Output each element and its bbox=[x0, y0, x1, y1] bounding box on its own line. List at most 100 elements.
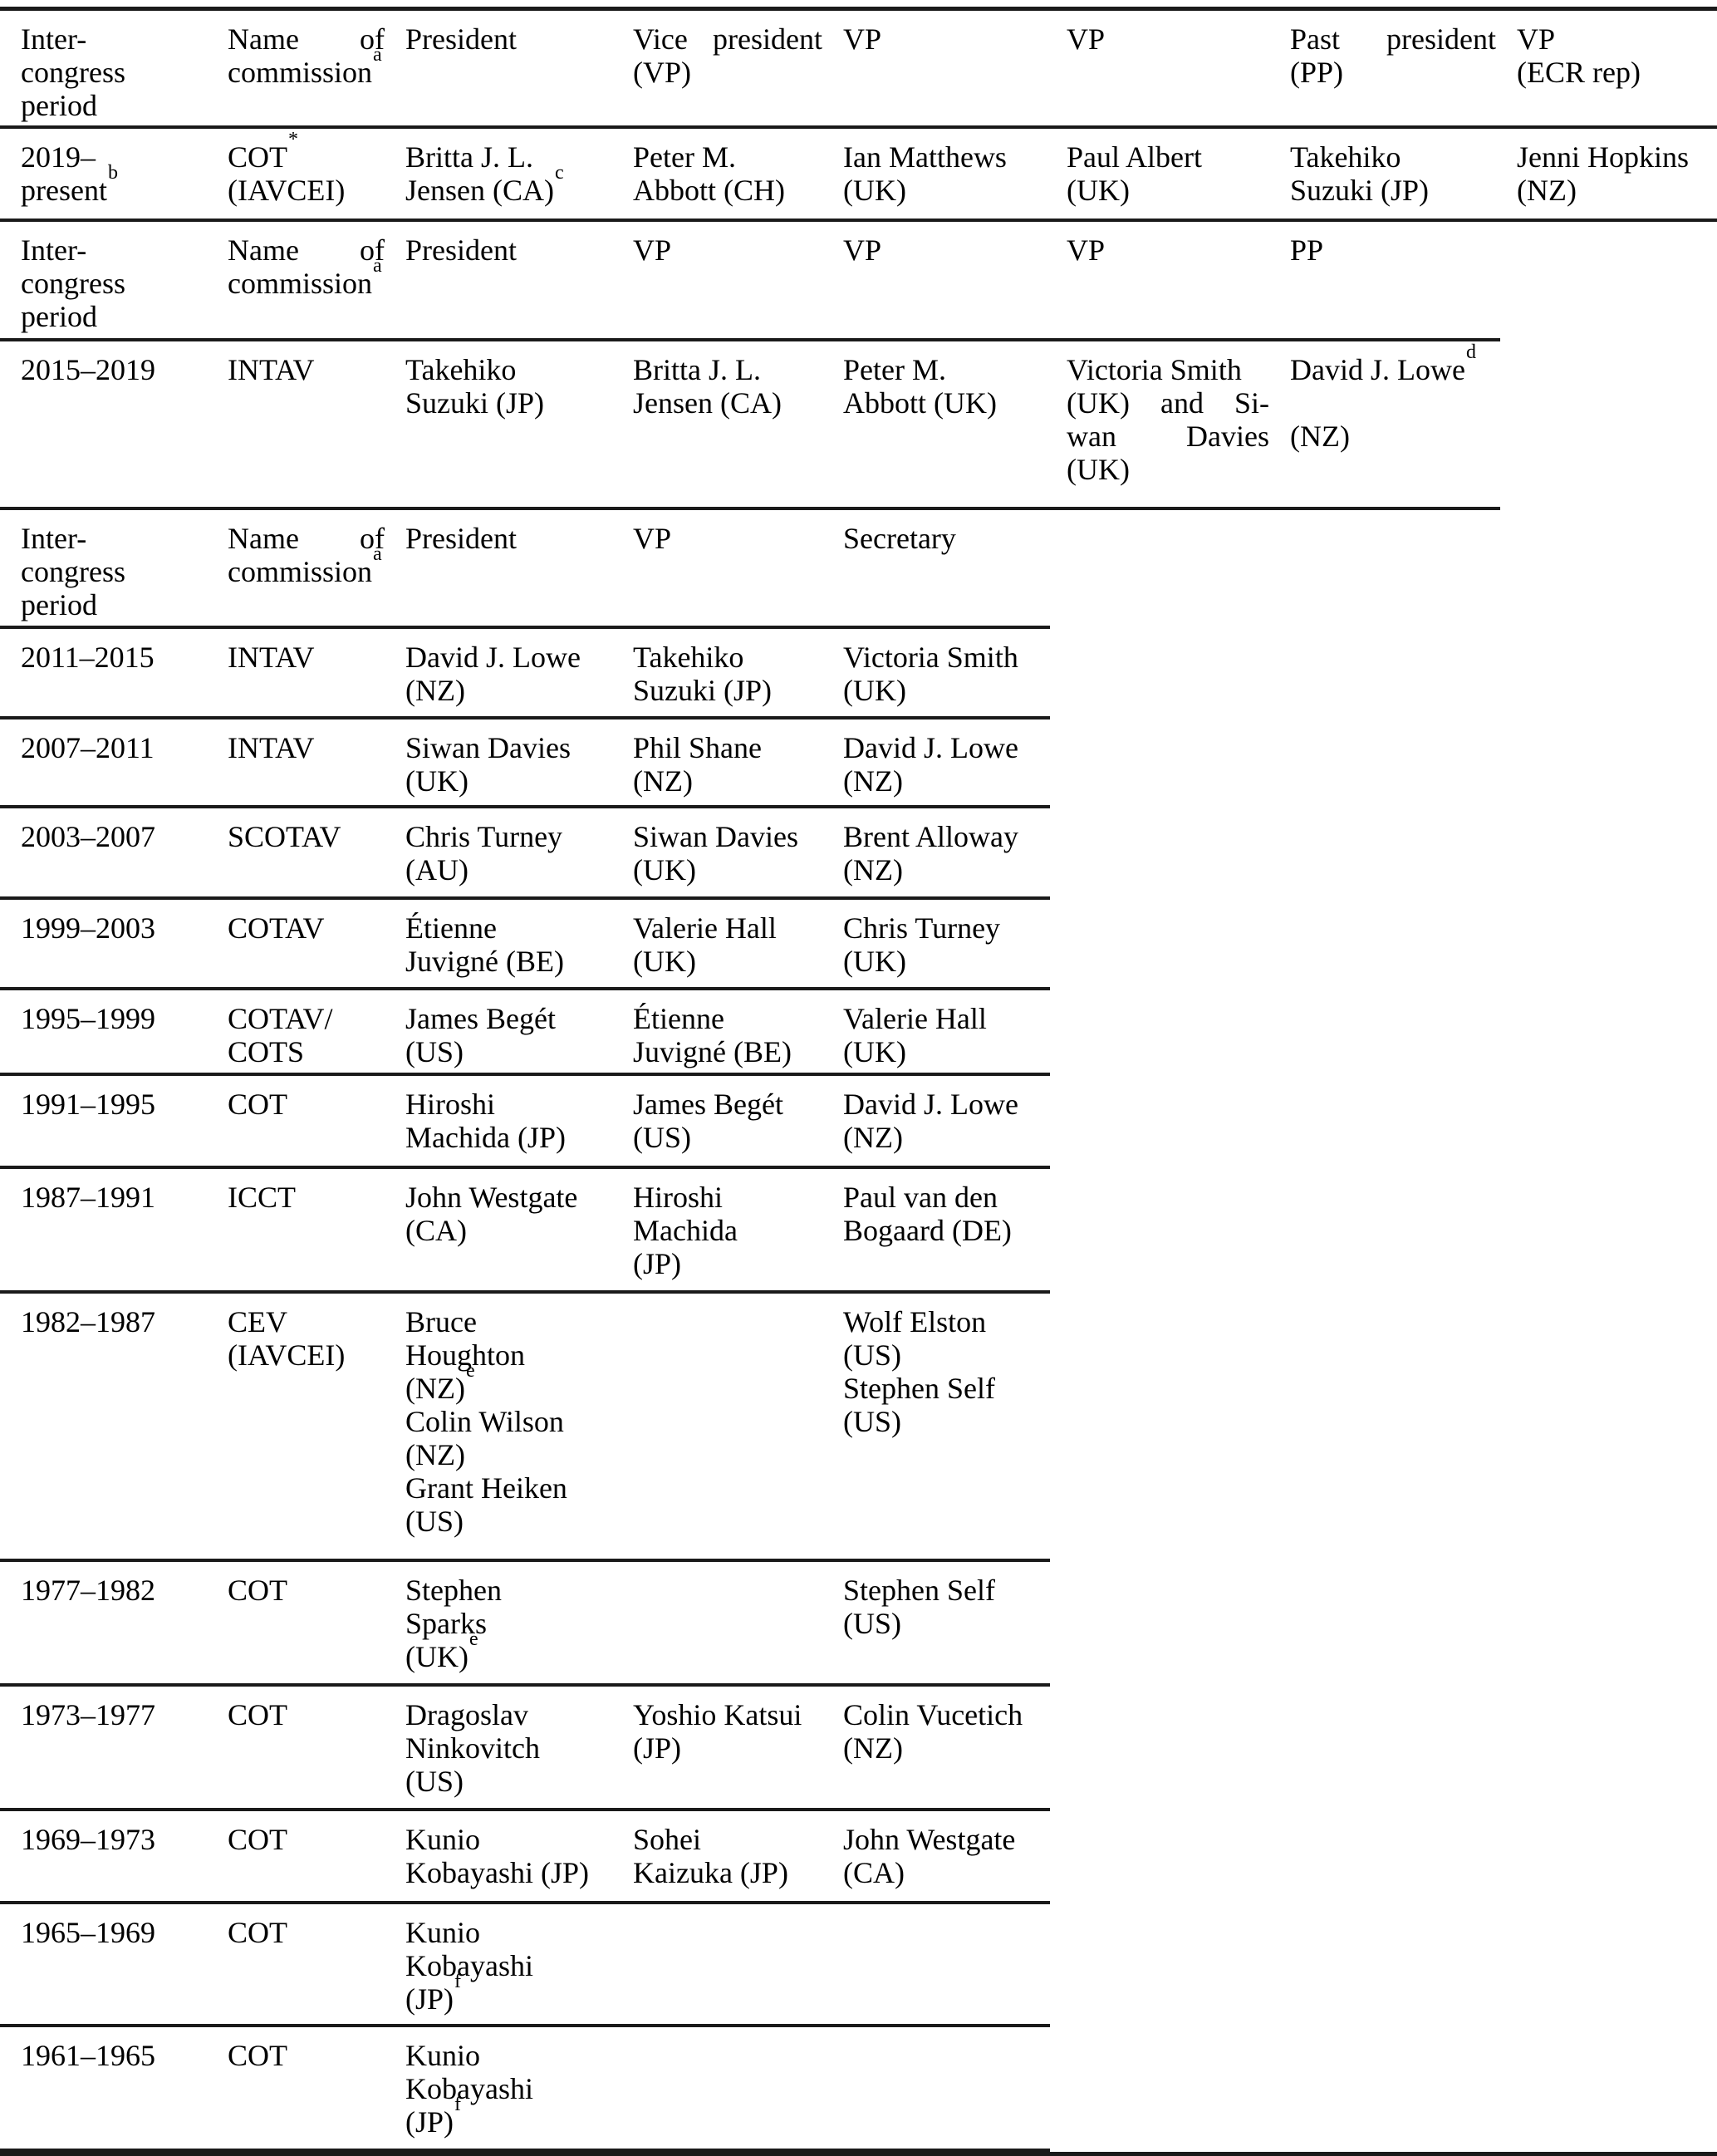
text-line: COT bbox=[228, 1088, 385, 1121]
text: (NZ) bbox=[843, 1121, 903, 1154]
text: 1977–1982 bbox=[21, 1574, 155, 1607]
cell-col3: Chris Turney (AU) bbox=[405, 820, 633, 886]
text-line: John Westgate bbox=[843, 1823, 1015, 1856]
cell-col3: Siwan Davies (UK) bbox=[405, 731, 633, 798]
text-line: 1987–1991 bbox=[21, 1181, 207, 1214]
text-line: Victoria Smith bbox=[1067, 353, 1269, 386]
cell-col5 bbox=[843, 1916, 1029, 2016]
text-line: 1973–1977 bbox=[21, 1698, 207, 1731]
cell-col4: Étienne Juvigné (BE) bbox=[633, 1002, 843, 1068]
text: David J. Lowe bbox=[843, 731, 1018, 764]
table-section-officers-1961-2015: Inter-congress period Name of commissiona Pre… bbox=[0, 510, 1050, 2152]
text: (UK) bbox=[1067, 453, 1130, 486]
cell-col3: Kunio Kobayashi (JP)f bbox=[405, 2039, 633, 2139]
word: Si- bbox=[1234, 386, 1269, 420]
text: (IAVCEI) bbox=[228, 1338, 346, 1372]
text-line: Stephen bbox=[405, 1574, 612, 1607]
text-line: (CA) bbox=[405, 1214, 612, 1247]
text-line: Secretary bbox=[843, 522, 1008, 555]
text: Kunio bbox=[405, 1916, 480, 1949]
text-line: presentb bbox=[21, 163, 207, 207]
text: 2007–2011 bbox=[21, 731, 155, 764]
text-line: Chris Turney bbox=[843, 911, 1008, 945]
text-line: 1991–1995 bbox=[21, 1088, 207, 1121]
text: (NZ) bbox=[1290, 420, 1350, 453]
table-section-officers-2019-present: Inter-congress period Name of commissiona Pre… bbox=[0, 7, 1717, 222]
text-line: James Begét bbox=[405, 1002, 612, 1035]
footnote-marker-e: e bbox=[468, 1628, 478, 1650]
table-row-2011-2015: 2011–2015 INTAV David J. Lowe (NZ) Takehiko S… bbox=[0, 629, 1050, 719]
text: Juvigné (BE) bbox=[405, 945, 564, 978]
cell-col4 bbox=[633, 1574, 843, 1673]
text-line: Stephen Self bbox=[843, 1574, 1008, 1607]
text-line: 1982–1987 bbox=[21, 1305, 207, 1338]
cell-col1: 1961–1965 bbox=[21, 2039, 228, 2139]
text-line: 2011–2015 bbox=[21, 641, 207, 674]
text: Victoria Smith bbox=[843, 641, 1018, 674]
text-line: (CA) bbox=[843, 1856, 1008, 1889]
text-line: Suzuki (JP) bbox=[633, 674, 822, 707]
text-line: James Begét bbox=[633, 1088, 822, 1121]
text-line: (US) bbox=[633, 1121, 822, 1154]
text: Machida (JP) bbox=[405, 1121, 566, 1154]
text-line: (NZ) bbox=[405, 674, 612, 707]
text-line: Victoria Smith bbox=[843, 641, 1018, 674]
text: Hiroshi bbox=[405, 1088, 495, 1121]
text: (CA) bbox=[405, 1214, 467, 1247]
text: Juvigné (BE) bbox=[633, 1035, 792, 1068]
text-line: Jensen (CA) bbox=[633, 386, 822, 420]
header-cell-col1: Inter-congress period bbox=[21, 522, 228, 621]
text-line: VP bbox=[1517, 22, 1675, 56]
header-cell-col5: Secretary bbox=[843, 522, 1029, 621]
text: Kunio bbox=[405, 1823, 480, 1856]
text-line: (JP)f bbox=[405, 2095, 612, 2139]
word: of bbox=[360, 22, 385, 56]
header-cell-col1: Inter-congress period bbox=[21, 22, 228, 122]
text-line: Kobayashi bbox=[405, 1949, 612, 1982]
text-line: President bbox=[405, 233, 612, 267]
cell-col5: Wolf Elston (US) Stephen Self (US) bbox=[843, 1305, 1029, 1538]
text-line: (US) bbox=[405, 1505, 612, 1538]
text: (UK) bbox=[405, 764, 468, 798]
text: Stephen Self bbox=[843, 1574, 995, 1607]
text-line: (UK) bbox=[843, 174, 1046, 207]
text: period bbox=[21, 588, 97, 621]
text-line: Colin Vucetich bbox=[843, 1698, 1023, 1731]
text-line: Phil Shane bbox=[633, 731, 822, 764]
cell-col2: COT bbox=[228, 2039, 405, 2139]
text: (ECR rep) bbox=[1517, 56, 1641, 89]
text-line: (UK) bbox=[1067, 174, 1269, 207]
word: of bbox=[360, 233, 385, 267]
text: (UK) bbox=[1067, 174, 1130, 207]
text: 2015–2019 bbox=[21, 353, 155, 386]
text: President bbox=[405, 522, 517, 555]
footnote-marker-b: b bbox=[107, 162, 118, 184]
text-line: David J. Lowe bbox=[843, 731, 1018, 764]
footnote-marker-a: a bbox=[373, 44, 382, 66]
cell-col5: Stephen Self (US) bbox=[843, 1574, 1029, 1673]
text-line: INTAV bbox=[228, 641, 385, 674]
word: Name bbox=[228, 233, 299, 267]
header-cell-col7: PP bbox=[1290, 233, 1500, 333]
text: (JP) bbox=[633, 1731, 682, 1765]
header-cell-col4: VP bbox=[633, 522, 843, 621]
text: Kobayashi (JP) bbox=[405, 1856, 589, 1889]
text-line: (UK) and Si- bbox=[1067, 386, 1269, 420]
text-line: wan Davies bbox=[1067, 420, 1269, 453]
text-line: (JP) bbox=[633, 1731, 822, 1765]
text-line: (UK)e bbox=[405, 1629, 612, 1673]
text: (NZ) bbox=[405, 674, 465, 707]
cell-col5: David J. Lowe (NZ) bbox=[843, 731, 1029, 798]
text: COT bbox=[228, 1916, 287, 1949]
text: PP bbox=[1290, 233, 1324, 267]
text: 1987–1991 bbox=[21, 1181, 155, 1214]
table-row-1973-1977: 1973–1977 COT Dragoslav Ninkovitch (US) Yoshi… bbox=[0, 1687, 1050, 1811]
text-line: Paul Albert bbox=[1067, 140, 1269, 174]
cell-col8: Jenni Hopkins (NZ) bbox=[1517, 140, 1696, 207]
text-line: (NZ) bbox=[1290, 420, 1479, 453]
cell-col4: Yoshio Katsui (JP) bbox=[633, 1698, 843, 1798]
cell-col6: Victoria Smith (UK) and Si-wan Davies (UK) bbox=[1067, 353, 1290, 486]
text: Stephen Self bbox=[843, 1372, 995, 1405]
text: 1991–1995 bbox=[21, 1088, 155, 1121]
text-line: INTAV bbox=[228, 353, 385, 386]
